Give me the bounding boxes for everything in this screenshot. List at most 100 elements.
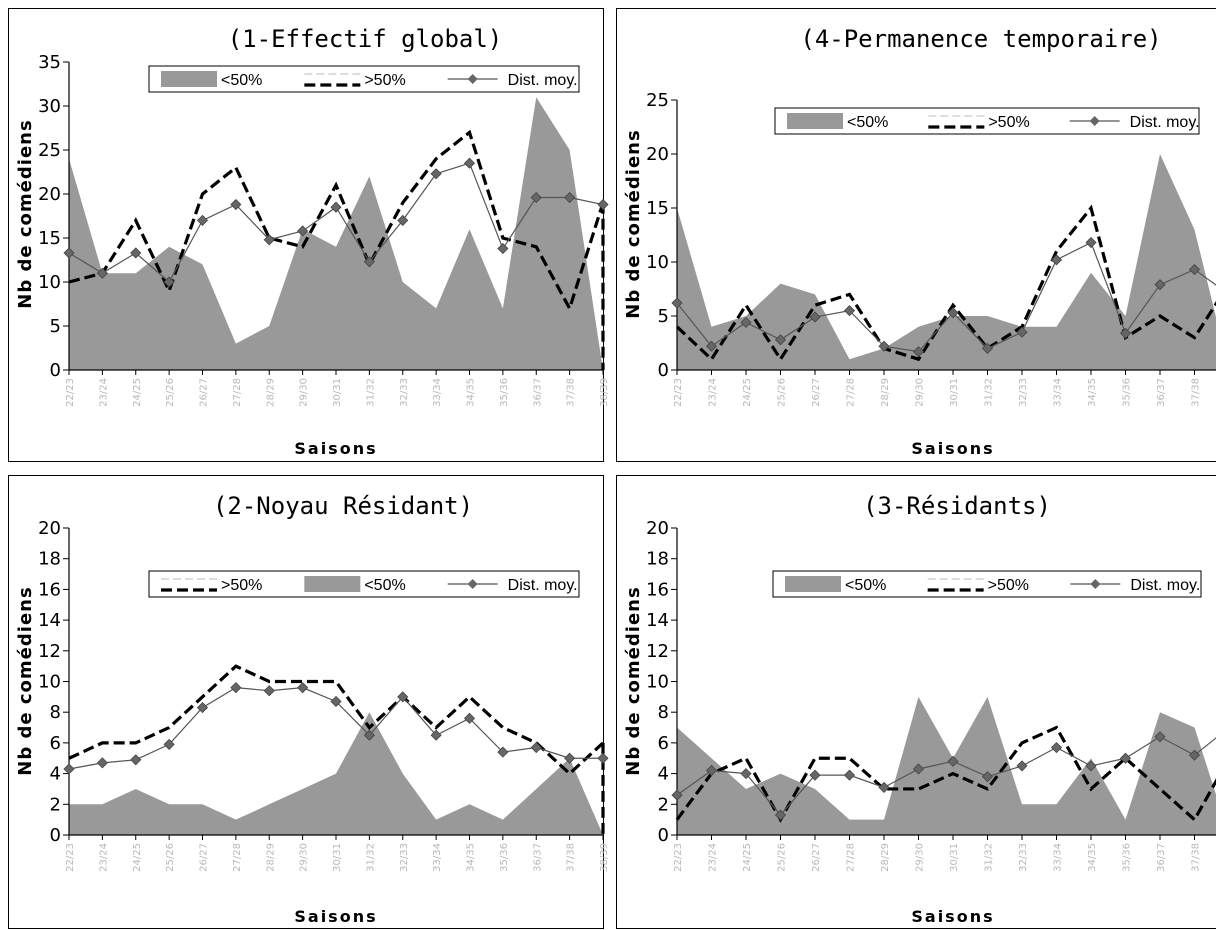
line-series-gt50 [68, 664, 605, 776]
x-tick-label: 30/31 [949, 843, 960, 872]
x-tick-label: 25/26 [777, 378, 788, 407]
data-point-dist-moy [671, 297, 683, 309]
data-point-dist-moy [843, 305, 856, 317]
data-point-dist-moy [497, 242, 509, 255]
x-tick-label: 31/32 [984, 378, 995, 407]
x-tick-label: 23/24 [98, 843, 109, 872]
data-point-dist-moy [263, 685, 275, 697]
chart-permanence-temporaire: 0 5 10 15 20 25 22/23 23/24 24/25 25/26 26/27 27/28… [623, 25, 1216, 458]
data-point-dist-moy [497, 746, 509, 758]
y-tick-label: 16 [38, 579, 61, 600]
data-point-dist-moy [530, 191, 542, 204]
x-tick-label: 24/25 [742, 843, 753, 872]
chart-title: (1-Effectif global) [228, 25, 503, 53]
legend-label-dist: Dist. moy. [1130, 577, 1200, 594]
data-point-dist-moy [1188, 263, 1201, 276]
x-tick-label: 38/39 [599, 843, 610, 872]
data-point-dist-moy [63, 763, 75, 775]
x-tick-label: 26/27 [811, 378, 822, 407]
x-tick-label: 26/27 [199, 843, 210, 872]
data-point-dist-moy [1085, 236, 1097, 249]
x-tick-label: 31/32 [365, 378, 376, 407]
data-point-dist-moy [397, 214, 409, 226]
chart-legend: <50% >50% Dist. moy. [772, 570, 1202, 598]
x-tick-label: 30/31 [949, 378, 960, 407]
y-tick-label: 18 [38, 549, 61, 570]
x-tick-label: 29/30 [299, 843, 310, 872]
y-tick-label: 20 [38, 184, 61, 205]
x-tick-label: 34/35 [1087, 378, 1098, 407]
x-tick-label: 28/29 [880, 378, 891, 407]
y-tick-label: 10 [38, 272, 61, 293]
data-point-dist-moy [163, 276, 175, 288]
x-tick-label: 23/24 [708, 378, 719, 407]
y-tick-label: 0 [50, 360, 61, 381]
data-point-dist-moy [1119, 752, 1132, 764]
data-point-dist-moy [130, 247, 142, 259]
x-tick-label: 36/37 [1156, 843, 1167, 872]
y-tick-label: 14 [646, 610, 669, 631]
legend-label-gt50: >50% [988, 114, 1029, 131]
line-series-gt50 [675, 204, 1216, 363]
data-point-dist-moy [1188, 749, 1201, 761]
data-point-dist-moy [740, 316, 752, 329]
y-tick-label: 15 [38, 228, 61, 249]
area-series-lt50 [677, 696, 1216, 835]
legend-label-gt50: >50% [221, 577, 262, 594]
x-tick-label: 32/33 [399, 843, 410, 872]
legend-label-gt50: >50% [364, 72, 405, 89]
data-point-dist-moy [671, 789, 683, 801]
x-tick-label: 29/30 [915, 378, 926, 407]
data-point-dist-moy [297, 682, 309, 694]
data-point-dist-moy [809, 311, 821, 323]
x-tick-label: 31/32 [365, 843, 376, 872]
data-point-dist-moy [564, 752, 576, 764]
x-tick-label: 35/36 [1122, 378, 1133, 407]
legend-box [772, 570, 1202, 598]
x-tick-label: 27/28 [846, 378, 857, 407]
data-point-dist-moy [1016, 326, 1028, 338]
legend-box [148, 570, 580, 598]
x-tick-label: 32/33 [399, 378, 410, 407]
legend-swatch-dist-marker [1090, 579, 1101, 589]
x-tick-label: 25/26 [777, 843, 788, 872]
data-point-dist-moy [1050, 741, 1063, 754]
data-point-dist-moy [947, 755, 959, 767]
legend-label-lt50: <50% [845, 577, 886, 594]
x-tick-label: 31/32 [984, 843, 995, 872]
y-tick-label: 5 [50, 316, 61, 337]
data-point-dist-moy [1154, 731, 1166, 743]
y-tick-label: 0 [658, 360, 669, 381]
x-tick-label: 34/35 [466, 843, 477, 872]
chart-legend: >50% <50% Dist. moy. [148, 570, 580, 598]
y-tick-label: 25 [38, 140, 61, 161]
x-tick-label: 25/26 [165, 378, 176, 407]
y-axis-label: Nb de comédiens [623, 586, 644, 775]
y-tick-label: 2 [658, 794, 669, 815]
x-tick-label: 27/28 [232, 843, 243, 872]
x-tick-label: 23/24 [98, 378, 109, 407]
chart-noyau-residant: 0 2 4 6 8 10 12 14 16 18 20 22/23 23/24 24/25 25/26 26/… [15, 492, 610, 926]
line-series-gt50 [68, 129, 605, 313]
x-tick-label: 27/28 [232, 378, 243, 407]
data-point-dist-moy [297, 225, 309, 237]
y-axis-label: Nb de comédiens [623, 129, 644, 318]
chart-effectif-global: 0 5 10 15 20 25 30 35 22/23 23/24 24/25 25/26 26/27 2… [15, 25, 610, 458]
legend-box [148, 65, 580, 93]
x-tick-label: 33/34 [432, 378, 443, 407]
data-point-dist-moy [96, 757, 108, 769]
data-point-dist-moy [363, 729, 375, 741]
legend-box [774, 107, 1200, 135]
x-tick-label: 33/34 [1053, 378, 1064, 407]
data-point-dist-moy [130, 754, 142, 766]
chart-legend: <50% >50% Dist. moy. [774, 107, 1200, 135]
area-series-lt50 [69, 712, 603, 835]
data-point-dist-moy [878, 340, 890, 352]
data-point-dist-moy [1119, 327, 1132, 339]
x-tick-label: 23/24 [708, 843, 719, 872]
data-point-dist-moy [1085, 760, 1097, 772]
data-point-dist-moy [1050, 254, 1063, 266]
x-tick-label: 33/34 [432, 843, 443, 872]
legend-swatch-dist-marker [467, 74, 478, 84]
data-point-dist-moy [705, 340, 718, 352]
